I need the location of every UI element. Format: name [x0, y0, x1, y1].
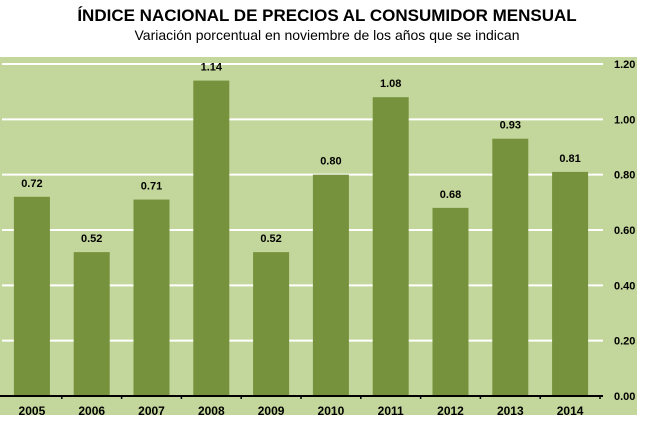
x-tick-label: 2011 — [378, 404, 404, 418]
data-label: 0.80 — [320, 156, 341, 168]
data-label: 0.81 — [559, 153, 580, 165]
bar-2007 — [133, 199, 170, 396]
x-tick-label: 2006 — [78, 404, 105, 418]
y-tick-label: 0.00 — [614, 391, 635, 403]
data-label: 0.93 — [500, 120, 521, 132]
chart-title: ÍNDICE NACIONAL DE PRECIOS AL CONSUMIDOR… — [77, 6, 577, 25]
x-tick-label: 2005 — [19, 404, 46, 418]
y-tick-label: 0.20 — [614, 336, 635, 348]
data-label: 1.08 — [380, 78, 401, 90]
x-tick-label: 2007 — [138, 404, 165, 418]
bar-2008 — [193, 80, 230, 396]
bar-2012 — [432, 207, 469, 396]
bar-2005 — [13, 196, 50, 396]
data-label: 0.68 — [440, 189, 461, 201]
y-tick-label: 1.00 — [614, 114, 635, 126]
bar-2006 — [73, 252, 110, 396]
y-tick-label: 0.60 — [614, 225, 635, 237]
bar-2009 — [253, 252, 290, 396]
x-tick-label: 2013 — [497, 404, 524, 418]
x-tick-label: 2008 — [198, 404, 225, 418]
chart-subtitle: Variación porcentual en noviembre de los… — [134, 27, 520, 43]
data-label: 0.52 — [81, 233, 102, 245]
x-tick-label: 2009 — [258, 404, 285, 418]
bar-2013 — [492, 138, 529, 396]
data-label: 1.14 — [201, 62, 223, 74]
x-tick-label: 2012 — [437, 404, 464, 418]
y-tick-label: 0.80 — [614, 170, 635, 182]
data-label: 0.52 — [260, 233, 281, 245]
bar-2011 — [372, 97, 409, 396]
y-tick-label: 1.20 — [614, 59, 635, 71]
bar-2010 — [312, 174, 349, 396]
bar-2014 — [552, 171, 589, 396]
data-label: 0.71 — [141, 181, 162, 193]
x-tick-label: 2010 — [318, 404, 345, 418]
y-tick-label: 0.40 — [614, 280, 635, 292]
data-label: 0.72 — [21, 178, 42, 190]
x-tick-label: 2014 — [557, 404, 584, 418]
